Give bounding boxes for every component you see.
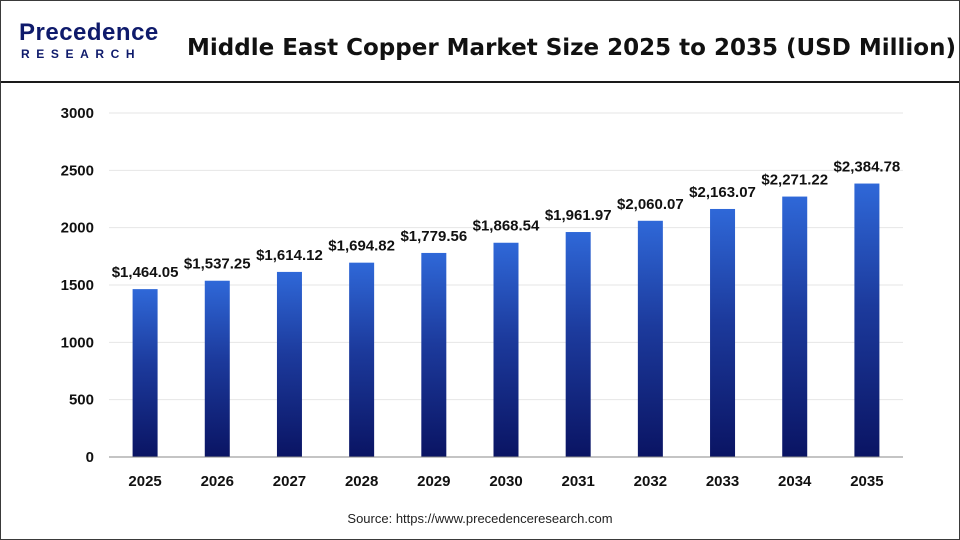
- x-tick-label: 2034: [778, 473, 812, 490]
- y-tick-label: 2000: [61, 220, 94, 237]
- bar-2030: [493, 242, 519, 457]
- logo-subtitle: RESEARCH: [21, 47, 142, 61]
- data-label-2033: $2,163.07: [689, 184, 756, 201]
- header: Precedence RESEARCH Middle East Copper M…: [1, 1, 959, 81]
- bar-2032: [637, 220, 663, 457]
- y-tick-label: 3000: [61, 105, 94, 122]
- bar-2027: [276, 271, 302, 457]
- x-tick-label: 2025: [128, 473, 161, 490]
- data-label-2032: $2,060.07: [617, 196, 684, 213]
- y-axis-ticks: 0 500 1000 1500 2000 2500 3000: [61, 105, 94, 466]
- bar-2034: [782, 196, 808, 457]
- chart-title: Middle East Copper Market Size 2025 to 2…: [187, 35, 956, 61]
- x-tick-label: 2027: [273, 473, 306, 490]
- logo-wordmark: Precedence: [19, 19, 159, 46]
- x-tick-label: 2035: [850, 473, 883, 490]
- data-label-2027: $1,614.12: [256, 247, 323, 264]
- x-tick-label: 2031: [561, 473, 594, 490]
- bar-2035: [854, 183, 880, 457]
- data-label-2029: $1,779.56: [400, 228, 467, 245]
- data-label-2031: $1,961.97: [545, 207, 612, 224]
- data-label-2026: $1,537.25: [184, 256, 251, 273]
- x-tick-label: 2032: [634, 473, 667, 490]
- bar-chart: 0 500 1000 1500 2000 2500 3000 $1,464.05 $1,537…: [61, 105, 903, 490]
- x-axis-ticks: 2025 2026 2027 2028 2029 2030 2031 2032 2033 2034…: [128, 473, 883, 490]
- x-tick-label: 2028: [345, 473, 378, 490]
- gridlines: [109, 112, 903, 401]
- bar-2029: [421, 252, 447, 457]
- bar-2033: [710, 208, 736, 457]
- header-divider: [1, 81, 959, 83]
- x-tick-label: 2033: [706, 473, 739, 490]
- y-tick-label: 500: [69, 392, 94, 409]
- bar-2025: [132, 289, 158, 457]
- data-label-2035: $2,384.78: [834, 159, 901, 176]
- y-tick-label: 1000: [61, 334, 94, 351]
- y-tick-label: 0: [86, 449, 94, 466]
- data-label-2034: $2,271.22: [761, 172, 828, 189]
- data-label-2025: $1,464.05: [112, 264, 179, 281]
- data-label-2030: $1,868.54: [473, 218, 540, 235]
- bar-2028: [349, 262, 375, 457]
- bar-2026: [204, 280, 230, 457]
- y-tick-label: 1500: [61, 277, 94, 294]
- y-tick-label: 2500: [61, 162, 94, 179]
- data-labels: $1,464.05 $1,537.25 $1,614.12 $1,694.82 $1,7…: [112, 159, 901, 282]
- x-tick-label: 2030: [489, 473, 522, 490]
- precedence-research-logo: Precedence RESEARCH: [19, 19, 159, 63]
- bars: [132, 183, 880, 457]
- x-tick-label: 2026: [201, 473, 234, 490]
- data-label-2028: $1,694.82: [328, 238, 395, 255]
- source-note: Source: https://www.precedenceresearch.c…: [347, 511, 613, 526]
- bar-2031: [565, 232, 591, 457]
- x-tick-label: 2029: [417, 473, 450, 490]
